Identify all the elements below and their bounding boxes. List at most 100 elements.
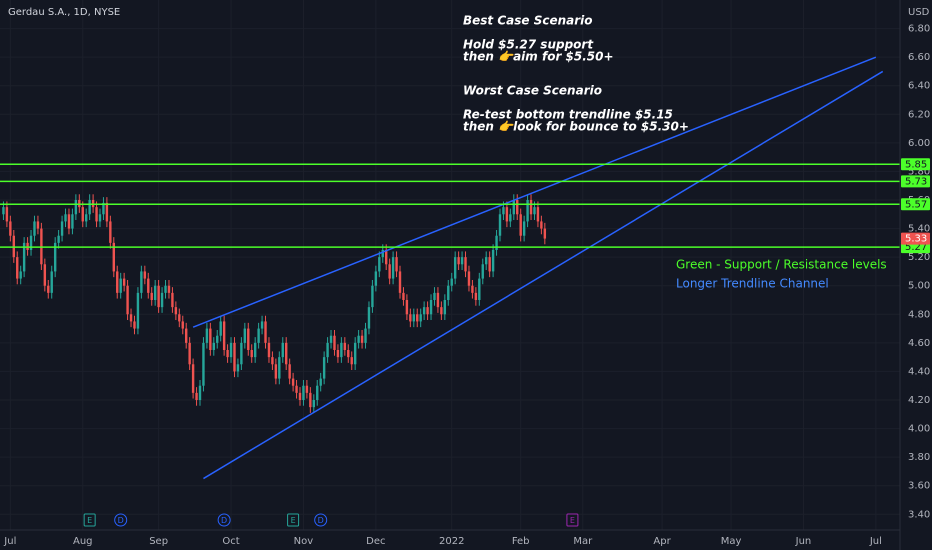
trendline <box>203 70 884 480</box>
candle-body <box>305 385 309 393</box>
grid <box>0 0 900 530</box>
y-tick-label: 5.00 <box>908 281 930 292</box>
candle-body <box>67 214 71 229</box>
candle-body <box>540 221 543 229</box>
candle-body <box>374 271 378 286</box>
candle-body <box>122 278 126 286</box>
candle-body <box>353 342 357 365</box>
y-tick-label: 4.20 <box>908 395 930 406</box>
candle-body <box>519 214 522 236</box>
y-tick-label: 4.00 <box>908 424 930 435</box>
y-tick-label: 3.40 <box>908 509 930 520</box>
candle-body <box>219 321 222 336</box>
candle-body <box>147 278 150 293</box>
candle-body <box>174 307 178 315</box>
last-price-box <box>901 232 930 245</box>
candle-body <box>402 292 405 300</box>
candle-body <box>302 385 305 400</box>
candle-body <box>326 342 329 358</box>
y-tick-label: 6.00 <box>908 138 930 149</box>
x-tick-label: Apr <box>653 536 671 547</box>
candle-body <box>319 378 322 386</box>
candle-body <box>19 271 22 279</box>
candle-body <box>109 221 112 243</box>
candle-body <box>481 264 484 279</box>
candle-body <box>185 328 188 343</box>
candle-body <box>464 257 467 272</box>
candle-body <box>267 342 271 358</box>
candle-body <box>291 378 295 386</box>
candle-body <box>43 264 47 286</box>
trendline <box>192 56 877 328</box>
candle-body <box>191 364 195 393</box>
candle-body <box>281 342 284 358</box>
candle-body <box>53 242 57 272</box>
candle-body <box>385 250 388 265</box>
level-label: 5.57 <box>905 199 927 210</box>
candle-body <box>112 242 115 272</box>
candle-body <box>233 342 236 372</box>
candle-body <box>88 200 91 215</box>
event-icon <box>566 513 579 527</box>
candle-body <box>136 292 140 329</box>
annotation: Best Case Scenario <box>463 14 593 28</box>
candle-body <box>178 314 181 322</box>
level-label: 5.85 <box>905 159 927 170</box>
candle-body <box>5 207 9 222</box>
candle-body <box>195 392 198 400</box>
candle-body <box>22 242 26 272</box>
candle-body <box>498 214 502 236</box>
chart-title: Gerdau S.A., 1D, NYSE <box>8 7 120 18</box>
candle-body <box>347 350 350 358</box>
candle-body <box>516 200 519 215</box>
candle-body <box>388 264 391 279</box>
x-tick-label: Dec <box>366 536 385 547</box>
candle-body <box>98 214 102 222</box>
candle-body <box>2 207 5 215</box>
candle-body <box>257 328 260 343</box>
level-label: 5.73 <box>905 176 927 187</box>
candle-body <box>150 292 153 300</box>
candle-body <box>202 342 205 386</box>
candle-body <box>447 285 450 300</box>
candle-body <box>367 307 371 329</box>
event-label: D <box>221 516 227 525</box>
candle-body <box>357 335 360 343</box>
y-tick-label: 6.20 <box>908 109 930 120</box>
candle-body <box>343 342 347 350</box>
candle-body <box>167 285 171 293</box>
candle-body <box>381 250 384 258</box>
candle-body <box>140 271 143 293</box>
annotation: Re-test bottom trendline $5.15 <box>463 108 673 122</box>
candle-body <box>285 342 288 365</box>
candle-body <box>71 214 74 229</box>
candle-body <box>260 321 264 329</box>
candle-body <box>453 257 457 279</box>
candle-body <box>443 300 447 315</box>
x-tick-label: Feb <box>512 536 530 547</box>
candle-body <box>391 257 395 279</box>
candle-body <box>271 357 274 365</box>
candle-body <box>181 321 184 329</box>
candle-body <box>226 350 229 358</box>
x-tick-label: 2022 <box>439 536 464 547</box>
candle-body <box>50 271 53 293</box>
candle-body <box>278 357 281 379</box>
candle-body <box>116 271 119 293</box>
candle-body <box>488 257 491 272</box>
event-label: E <box>291 516 296 525</box>
level-label-box <box>901 158 930 171</box>
candle-body <box>229 342 233 358</box>
candle-body <box>133 321 136 329</box>
candle-body <box>350 357 353 365</box>
candle-body <box>364 328 367 343</box>
candle-body <box>471 285 474 293</box>
event-icon <box>83 513 96 527</box>
candle-body <box>312 400 315 408</box>
overlay: 3.40 3.60 3.80 4.00 4.20 4.40 4.60 4.80 5.00 5.20… <box>3 24 930 547</box>
candle-body <box>426 307 429 315</box>
x-tick-label: Sep <box>149 536 168 547</box>
x-tick-label: Nov <box>294 536 314 547</box>
candle-body <box>264 321 267 343</box>
candle-body <box>333 335 336 350</box>
